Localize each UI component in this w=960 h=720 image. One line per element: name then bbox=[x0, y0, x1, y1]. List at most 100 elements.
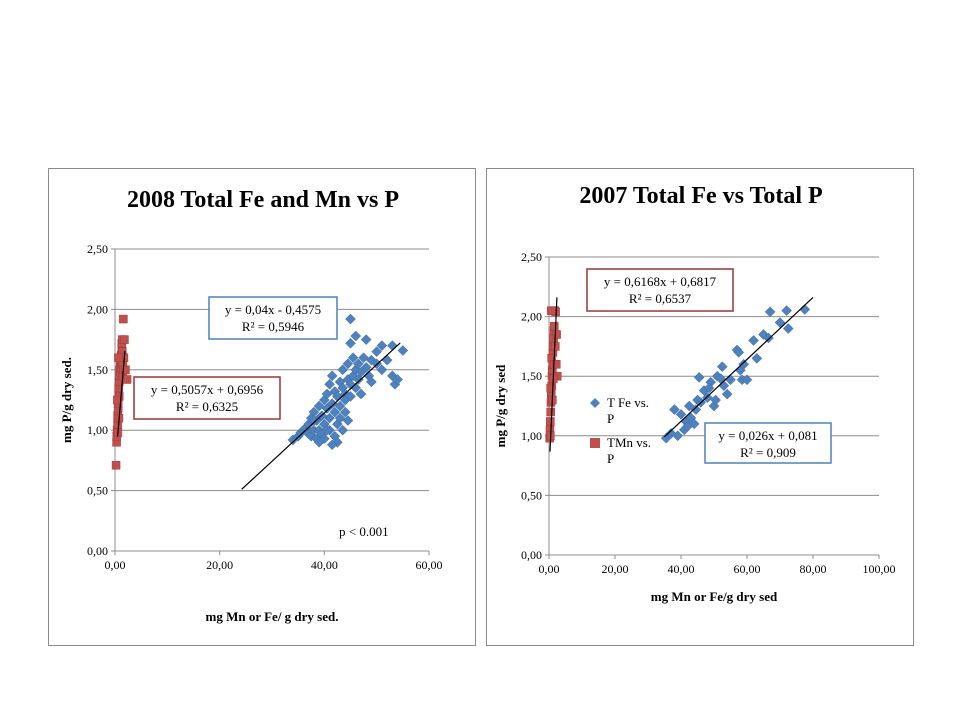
data-point-diamond bbox=[716, 361, 728, 373]
data-point-diamond bbox=[376, 340, 388, 351]
equation-box bbox=[208, 296, 338, 340]
y-tick-label: 2,50 bbox=[521, 250, 542, 264]
y-tick-label: 2,00 bbox=[521, 310, 542, 324]
data-point-square bbox=[119, 314, 128, 324]
y-tick-label: 0,50 bbox=[521, 488, 542, 502]
data-point-diamond bbox=[350, 382, 362, 394]
data-point-diamond bbox=[741, 374, 753, 386]
x-tick-label: 0,00 bbox=[539, 562, 560, 576]
data-point-square bbox=[546, 407, 555, 417]
equation-text: y = 0,026x + 0,081 bbox=[718, 428, 817, 443]
equation-text: y = 0,5057x + 0,6956 bbox=[151, 382, 264, 397]
equation-box bbox=[133, 376, 281, 420]
trendline bbox=[241, 342, 401, 490]
chart-panel-2008: 2008 Total Fe and Mn vs P 0,00 0,50 1,00 1,5… bbox=[48, 168, 476, 646]
data-point-diamond bbox=[693, 372, 705, 383]
chart-2007-svg: 2007 Total Fe vs Total P 0,00 0,50 1,00 1,50… bbox=[493, 183, 896, 604]
data-point-square bbox=[120, 335, 129, 344]
data-point-diamond bbox=[710, 394, 722, 406]
x-tick-label: 100,00 bbox=[863, 562, 896, 576]
data-point-diamond bbox=[313, 436, 325, 448]
data-point-square bbox=[113, 395, 122, 405]
data-point-diamond bbox=[352, 358, 364, 370]
data-point-diamond bbox=[313, 400, 325, 412]
data-point-diamond bbox=[782, 323, 794, 334]
chart-title: 2008 Total Fe and Mn vs P bbox=[127, 187, 399, 213]
chart-panel-2007: 2007 Total Fe vs Total P 0,00 0,50 1,00 1,50… bbox=[486, 168, 914, 646]
data-point-diamond bbox=[387, 340, 398, 351]
data-point-square bbox=[111, 460, 121, 470]
data-point-diamond bbox=[334, 412, 346, 424]
equation-text: y = 0,04x - 0,4575 bbox=[225, 302, 321, 317]
equation-text: R² = 0,6537 bbox=[629, 291, 692, 306]
data-point-diamond bbox=[690, 404, 702, 415]
data-point-diamond bbox=[751, 352, 763, 364]
data-point-diamond bbox=[381, 354, 393, 366]
equation-text: R² = 0,5946 bbox=[242, 319, 305, 334]
equation-text: R² = 0,909 bbox=[740, 445, 796, 460]
data-point-diamond bbox=[334, 400, 346, 412]
legend-label: T Fe vs. bbox=[607, 395, 649, 410]
data-point-diamond bbox=[324, 412, 335, 424]
data-point-diamond bbox=[397, 345, 409, 356]
data-point-diamond bbox=[345, 337, 356, 349]
equation-box bbox=[704, 422, 832, 464]
data-point-square bbox=[546, 383, 555, 393]
data-point-diamond bbox=[321, 424, 333, 436]
x-tick-label: 0,00 bbox=[105, 558, 126, 572]
x-tick-label: 20,00 bbox=[602, 562, 629, 576]
x-tick-label: 80,00 bbox=[800, 562, 827, 576]
data-point-diamond bbox=[392, 374, 403, 385]
data-point-square bbox=[547, 306, 556, 315]
data-point-diamond bbox=[350, 330, 362, 342]
chart-2008-svg: 2008 Total Fe and Mn vs P 0,00 0,50 1,00 1,5… bbox=[59, 187, 443, 624]
equation-text: y = 0,6168x + 0,6817 bbox=[604, 274, 717, 289]
data-point-diamond bbox=[358, 352, 369, 364]
data-point-diamond bbox=[371, 346, 383, 358]
x-tick-label: 60,00 bbox=[734, 562, 761, 576]
y-tick-label: 0,00 bbox=[87, 544, 108, 558]
data-point-diamond bbox=[355, 388, 367, 400]
data-point-diamond bbox=[669, 404, 680, 415]
data-point-diamond bbox=[733, 347, 745, 358]
legend-label-cont: P bbox=[607, 411, 614, 426]
trendline bbox=[664, 296, 814, 438]
y-tick-label: 0,50 bbox=[87, 484, 108, 498]
y-tick-label: 2,00 bbox=[87, 302, 108, 316]
data-point-diamond bbox=[345, 313, 356, 325]
y-tick-label: 1,50 bbox=[87, 363, 108, 377]
data-point-diamond bbox=[721, 388, 733, 400]
y-axis-label: mg P/g dry sed. bbox=[59, 357, 74, 443]
data-point-square bbox=[122, 375, 132, 384]
data-point-diamond bbox=[688, 418, 700, 430]
data-point-square bbox=[121, 365, 130, 375]
equation-text: R² = 0,6325 bbox=[176, 399, 238, 414]
data-point-diamond bbox=[702, 392, 713, 404]
x-tick-label: 60,00 bbox=[416, 558, 443, 572]
data-point-diamond bbox=[672, 430, 684, 442]
legend-marker-square bbox=[590, 438, 600, 448]
chart-title: 2007 Total Fe vs Total P bbox=[579, 183, 822, 209]
data-point-diamond bbox=[781, 305, 792, 316]
data-point-square bbox=[552, 360, 561, 369]
data-point-diamond bbox=[774, 317, 786, 328]
data-point-diamond bbox=[326, 370, 338, 382]
x-axis-label: mg Mn or Fe/g dry sed bbox=[651, 589, 778, 604]
equation-box bbox=[586, 268, 734, 312]
data-point-diamond bbox=[324, 378, 335, 390]
data-point-diamond bbox=[326, 439, 338, 451]
trendline bbox=[117, 350, 126, 437]
data-point-diamond bbox=[703, 382, 715, 394]
data-point-square bbox=[552, 330, 561, 339]
legend-label: TMn vs. bbox=[607, 435, 651, 450]
y-tick-label: 0,00 bbox=[521, 548, 542, 562]
y-tick-label: 2,50 bbox=[87, 242, 108, 256]
data-point-square bbox=[550, 321, 559, 331]
data-point-diamond bbox=[748, 335, 759, 346]
data-point-diamond bbox=[337, 424, 349, 436]
data-point-diamond bbox=[337, 364, 349, 376]
data-point-diamond bbox=[329, 406, 341, 418]
data-point-diamond bbox=[360, 334, 372, 345]
data-point-diamond bbox=[339, 406, 351, 418]
x-tick-label: 40,00 bbox=[311, 558, 338, 572]
